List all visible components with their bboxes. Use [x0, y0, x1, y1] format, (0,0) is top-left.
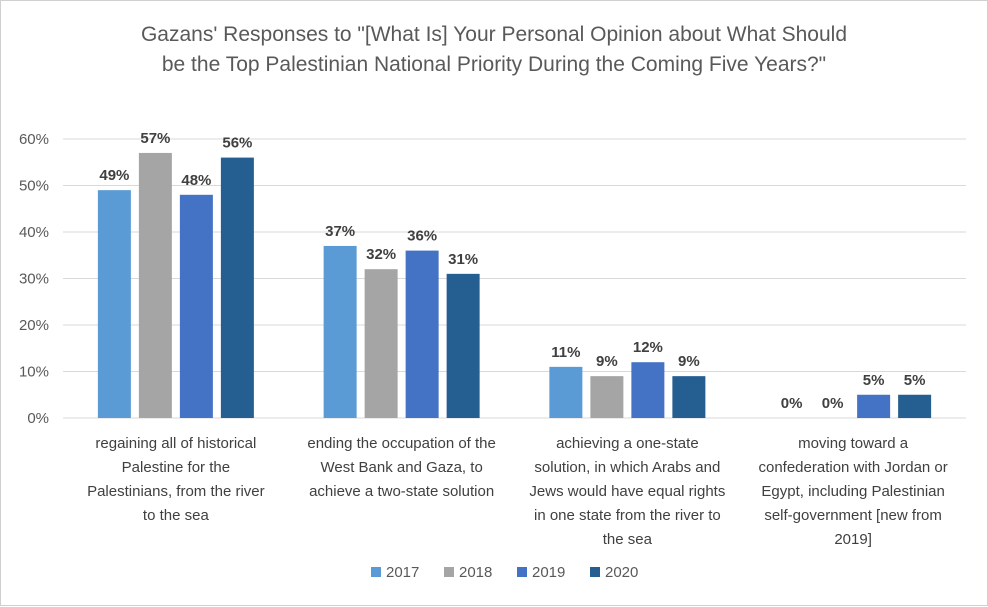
category-label-line: regaining all of historical: [95, 435, 256, 452]
data-label: 5%: [863, 372, 885, 389]
bar: [220, 157, 254, 418]
bar: [590, 376, 624, 418]
category-label-line: self-government [new from: [764, 507, 942, 524]
bar: [323, 245, 357, 418]
category-label-line: achieve a two-state solution: [309, 483, 494, 500]
data-label: 57%: [140, 130, 170, 147]
bar: [857, 394, 891, 418]
y-tick-label: 10%: [19, 364, 49, 381]
bar: [898, 394, 932, 418]
data-label: 9%: [596, 353, 618, 370]
y-tick-label: 50%: [19, 178, 49, 195]
category-label-line: Jews would have equal rights: [529, 483, 725, 500]
bar: [405, 250, 439, 418]
bar: [364, 269, 398, 418]
data-label: 31%: [448, 251, 478, 268]
category-label-line: solution, in which Arabs and: [534, 459, 720, 476]
category-label-line: moving toward a: [798, 435, 909, 452]
data-label: 9%: [678, 353, 700, 370]
legend-swatch: [371, 567, 381, 577]
x-axis-categories: regaining all of historical Palestine for…: [87, 435, 948, 548]
data-label: 0%: [822, 395, 844, 412]
bar: [672, 376, 706, 418]
category-label-line: West Bank and Gaza, to: [320, 459, 482, 476]
category-label-line: in one state from the river to: [534, 507, 721, 524]
data-label: 5%: [904, 372, 926, 389]
gridlines: [63, 138, 966, 419]
bar: [549, 366, 583, 418]
y-tick-label: 0%: [27, 410, 49, 427]
legend-label: 2017: [386, 564, 419, 581]
chart-title: Gazans' Responses to "[What Is] Your Per…: [141, 23, 847, 76]
category-label-line: confederation with Jordan or: [758, 459, 947, 476]
bar: [138, 152, 172, 418]
category-label-line: ending the occupation of the: [307, 435, 495, 452]
data-label: 56%: [222, 135, 252, 152]
bar: [631, 362, 665, 418]
legend-swatch: [517, 567, 527, 577]
legend-label: 2018: [459, 564, 492, 581]
category-label-line: achieving a one-state: [556, 435, 699, 452]
y-tick-label: 40%: [19, 224, 49, 241]
category-label-line: the sea: [603, 531, 653, 548]
legend-label: 2019: [532, 564, 565, 581]
bar: [97, 190, 131, 418]
data-label: 11%: [551, 344, 580, 361]
y-axis-ticks: 0% 10% 20% 30% 40% 50% 60%: [19, 131, 49, 427]
legend: 2017 2018 2019 2020: [371, 564, 638, 581]
legend-swatch: [590, 567, 600, 577]
chart-title-line: be the Top Palestinian National Priority…: [162, 53, 826, 76]
data-label: 37%: [325, 223, 355, 240]
bars: [97, 152, 932, 418]
data-label: 32%: [366, 246, 396, 263]
data-label: 36%: [407, 228, 437, 245]
y-tick-label: 60%: [19, 131, 49, 148]
data-label: 0%: [781, 395, 803, 412]
bar: [179, 194, 213, 418]
data-label: 48%: [181, 172, 211, 189]
chart-title-line: Gazans' Responses to "[What Is] Your Per…: [141, 23, 847, 46]
category-label-line: Palestine for the: [122, 459, 230, 476]
category-label-line: Palestinians, from the river: [87, 483, 265, 500]
category-label-line: Egypt, including Palestinian: [761, 483, 944, 500]
y-tick-label: 20%: [19, 317, 49, 334]
data-labels: 49% 57% 48% 56% 37% 32% 36% 31% 11% 9% 12% 9% 0% 0% 5%…: [99, 130, 925, 412]
bar: [446, 273, 480, 418]
data-label: 12%: [633, 339, 663, 356]
y-tick-label: 30%: [19, 271, 49, 288]
category-label-line: to the sea: [143, 507, 210, 524]
legend-swatch: [444, 567, 454, 577]
data-label: 49%: [99, 167, 129, 184]
category-label-line: 2019]: [834, 531, 872, 548]
legend-label: 2020: [605, 564, 638, 581]
